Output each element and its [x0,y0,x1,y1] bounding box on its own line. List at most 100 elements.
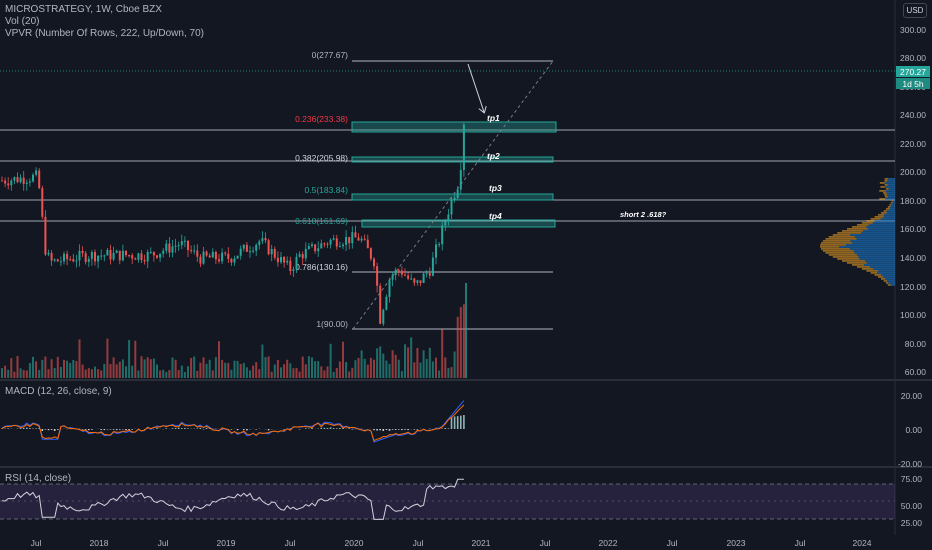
volume-bar [338,361,341,378]
volume-bar [465,283,467,378]
annotation-note[interactable]: short 2 .618? [620,210,667,219]
arrow-drawing[interactable] [467,63,484,112]
candle-body [453,197,456,200]
volume-bar [41,359,44,378]
macd-histogram-bar [115,429,118,430]
candle-body [404,274,406,276]
symbol-title[interactable]: MICROSTRATEGY, 1W, Cboe BZX [5,4,162,15]
candle-body [205,251,208,256]
vpvr-row-down [822,250,854,252]
vpvr-row-down [883,210,887,212]
volume-bar [431,361,434,378]
candle-body [72,259,75,262]
vpvr-row-down [828,254,858,256]
candle-body [128,255,131,257]
vpvr-row-down [857,224,869,226]
candle-body [242,244,245,249]
volume-bar [59,366,62,378]
time-axis-label: 2019 [217,538,236,548]
candle-body [106,249,109,256]
macd-legend[interactable]: MACD (12, 26, close, 9) [5,386,112,397]
volume-bar [419,362,422,378]
candle-body [245,244,248,252]
vpvr-legend[interactable]: VPVR (Number Of Rows, 222, Up/Down, 70) [5,28,204,39]
volume-bar [19,368,22,378]
candle-body [63,253,65,262]
volume-bar [165,371,168,378]
volume-bar [227,362,230,378]
candle-body [87,258,90,262]
rsi-legend[interactable]: RSI (14, close) [5,473,72,484]
candle-body [190,250,193,252]
time-axis-label: 2022 [599,538,618,548]
price-axis-label: 60.00 [905,367,927,377]
vpvr-row-up [839,246,895,248]
vpvr-row-down [885,188,889,190]
vpvr-row-up [881,274,895,276]
candle-body [137,253,140,260]
candle-body [431,257,434,276]
volume-bar [264,357,267,378]
rsi-axis-label: 75.00 [901,474,923,484]
vpvr-row-down [884,180,888,182]
macd-histogram-bar [323,427,326,429]
macd-histogram-bar [401,429,403,431]
vpvr-row-down [846,228,868,230]
price-axis-label: 280.00 [900,53,926,63]
candle-body [230,258,233,263]
candle-body [208,255,211,258]
volume-bar [261,344,264,378]
volume-bar [230,369,233,378]
time-axis-label: Jul [795,538,806,548]
macd-histogram-bar [450,417,453,429]
volume-bar [252,365,255,378]
candle-body [53,259,56,261]
vpvr-row-down [852,226,867,228]
volume-bar [121,359,124,378]
volume-bar [146,357,149,378]
vpvr-row-down [852,264,865,266]
macd-histogram-bar [35,428,37,429]
volume-bar [447,368,450,378]
candle-body [112,252,115,260]
candle-body [171,246,174,253]
volume-bar [187,366,189,378]
candle-body [236,255,239,259]
tp-label: tp3 [489,183,502,193]
candle-body [379,285,382,324]
volume-bar [78,339,81,378]
vpvr-row-up [890,284,895,286]
candle-body [32,174,34,182]
macd-histogram-bar [112,429,115,430]
macd-histogram-bar [398,429,400,430]
vpvr-row-up [866,226,895,228]
candle-body [146,251,149,262]
macd-histogram-bar [91,429,93,430]
macd-histogram-bar [81,429,84,430]
vpvr-row-up [850,248,895,250]
macd-histogram-bar [88,429,90,431]
macd-histogram-bar [407,429,409,431]
vpvr-row-up [854,252,895,254]
tp-label: tp4 [489,211,502,221]
volume-bar [376,348,379,378]
time-axis-label: Jul [158,538,169,548]
currency-button[interactable]: USD [903,3,927,18]
macd-histogram-bar [184,427,186,429]
volume-legend[interactable]: Vol (20) [5,16,40,27]
candle-body [295,256,298,270]
tp-label: tp2 [487,151,500,161]
fib-level-label: 0.786(130.16) [295,262,348,272]
volume-bar [103,363,106,378]
macd-histogram-bar [196,428,199,429]
candle-body [69,259,72,261]
volume-bar [345,361,348,378]
candle-body [214,251,217,260]
volume-bar [462,304,465,378]
fibonacci-retracement[interactable] [0,60,895,330]
candle-body [211,251,214,258]
vpvr-row-up [883,214,895,216]
candle-body [174,245,177,247]
candle-body [369,248,372,259]
